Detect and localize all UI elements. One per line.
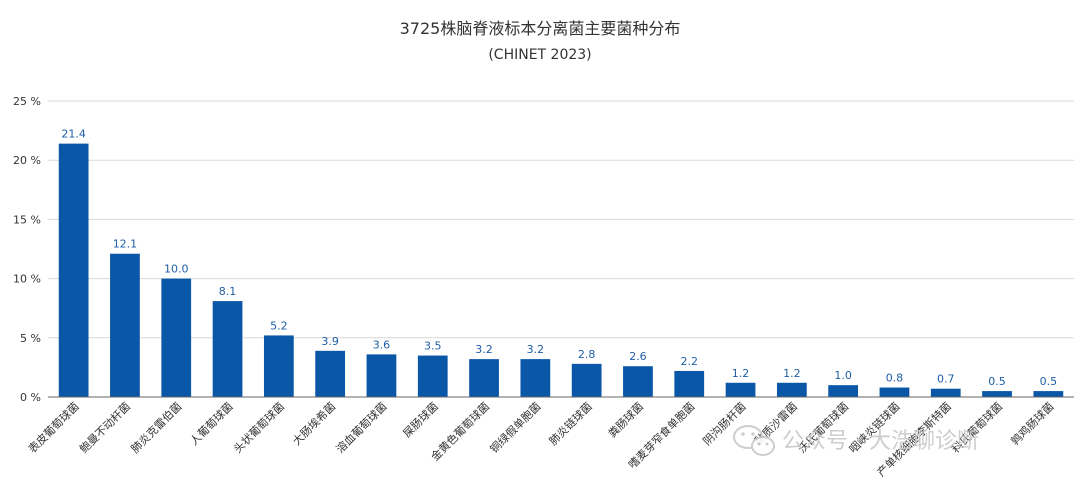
y-axis-ticks: 0 % 5 % 10 % 15 % 20 % 25 % xyxy=(13,95,41,404)
bar xyxy=(930,388,961,397)
x-tick-label: 阴沟肠杆菌 xyxy=(700,399,749,448)
y-tick-label: 15 % xyxy=(13,213,41,226)
bar xyxy=(674,370,705,397)
x-tick-label: 铜绿假单胞菌 xyxy=(487,399,544,456)
bar xyxy=(366,354,397,397)
data-label: 5.2 xyxy=(270,319,288,332)
x-tick-label: 表皮葡萄球菌 xyxy=(25,399,82,456)
bar xyxy=(520,359,551,397)
x-tick-label: 鹑鸡肠球菌 xyxy=(1008,399,1057,448)
chart-subtitle: (CHINET 2023) xyxy=(488,47,591,63)
data-label: 12.1 xyxy=(113,238,138,251)
x-tick-label: 肺炎链球菌 xyxy=(546,399,595,448)
x-tick-label: 头状葡萄球菌 xyxy=(230,399,287,456)
x-tick-label: 大肠埃希菌 xyxy=(289,399,338,448)
data-label: 21.4 xyxy=(61,128,86,141)
wechat-icon xyxy=(733,425,775,456)
bar xyxy=(1033,391,1064,397)
bar xyxy=(110,253,140,397)
y-tick-label: 25 % xyxy=(13,95,41,108)
bar xyxy=(571,363,602,397)
data-label: 0.7 xyxy=(937,373,955,386)
bar xyxy=(982,391,1012,397)
data-label: 1.2 xyxy=(732,367,750,380)
data-label: 3.6 xyxy=(373,338,391,351)
bar xyxy=(879,387,910,397)
watermark: 公众号 · 大浩聊诊断 xyxy=(733,425,979,456)
data-label: 10.0 xyxy=(164,263,189,276)
bar xyxy=(315,350,346,397)
gridlines xyxy=(48,100,1074,339)
bar xyxy=(776,382,807,397)
y-tick-label: 10 % xyxy=(13,273,41,286)
x-tick-label: 屎肠球菌 xyxy=(400,399,441,440)
x-tick-label: 溶血葡萄球菌 xyxy=(333,399,390,456)
x-tick-label: 人葡萄球菌 xyxy=(187,399,236,448)
data-label: 3.2 xyxy=(527,343,545,356)
y-tick-label: 20 % xyxy=(13,154,41,167)
data-label: 3.5 xyxy=(424,340,442,353)
x-tick-label: 鲍曼不动杆菌 xyxy=(77,399,134,456)
y-tick-label: 0 % xyxy=(20,391,41,404)
data-label: 0.5 xyxy=(988,375,1006,388)
data-label: 2.8 xyxy=(578,348,596,361)
data-label: 3.9 xyxy=(321,335,339,348)
x-tick-label: 粪肠球菌 xyxy=(605,399,646,440)
data-label: 0.5 xyxy=(1040,375,1058,388)
chart-title: 3725株脑脊液标本分离菌主要菌种分布 xyxy=(400,19,681,38)
data-label: 8.1 xyxy=(219,285,237,298)
bar xyxy=(725,382,756,397)
data-label: 2.2 xyxy=(681,355,699,368)
data-label: 0.8 xyxy=(886,372,904,385)
y-tick-label: 5 % xyxy=(20,332,41,345)
bar xyxy=(212,301,243,397)
bar xyxy=(623,366,653,397)
bar xyxy=(469,359,499,397)
bar xyxy=(263,335,294,397)
data-label: 2.6 xyxy=(629,350,647,363)
bar xyxy=(161,278,192,397)
data-label: 1.2 xyxy=(783,367,801,380)
watermark-text: 公众号 · 大浩聊诊断 xyxy=(782,429,979,454)
bar xyxy=(58,143,89,397)
bars xyxy=(58,143,1064,397)
x-tick-label: 肺炎克雷伯菌 xyxy=(128,399,185,456)
bar xyxy=(828,385,859,397)
bar xyxy=(417,355,448,397)
data-label: 1.0 xyxy=(834,369,852,382)
data-label: 3.2 xyxy=(475,343,493,356)
data-labels: 21.4 12.1 10.0 8.1 5.2 3.9 3.6 3.5 3.2 3.2 2.8 2.6 2… xyxy=(61,128,1057,388)
